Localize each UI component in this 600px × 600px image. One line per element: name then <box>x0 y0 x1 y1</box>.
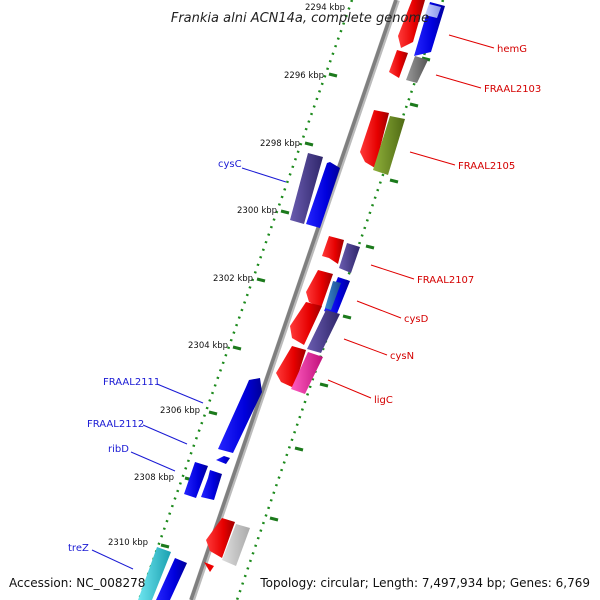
gene-label-FRAAL2105: FRAAL2105 <box>458 161 515 172</box>
gene-label-treZ: treZ <box>68 543 89 554</box>
gene-feature-red-upper <box>360 110 389 168</box>
topology-text: Topology: circular; Length: 7,497,934 bp… <box>259 576 590 590</box>
gene-feature-treZ <box>138 547 171 600</box>
gene-feature-pale <box>425 4 441 18</box>
gene-label-cysD: cysD <box>404 314 429 325</box>
gene-feature-ribD-1 <box>184 462 208 498</box>
tick-label: 2300 kbp <box>237 206 277 216</box>
tick-label: 2296 kbp <box>284 71 324 81</box>
gene-label-ligC: ligC <box>374 395 393 406</box>
leader-lines-left <box>91 167 287 570</box>
gene-label-FRAAL2107: FRAAL2107 <box>417 275 474 286</box>
gene-feature-FRAAL2105 <box>373 116 405 175</box>
tick-label: 2310 kbp <box>108 538 148 548</box>
gene-feature-red-tiny <box>204 562 214 572</box>
leader-lines-right <box>327 34 495 399</box>
gene-label-cysN: cysN <box>390 351 414 362</box>
gene-label-cysC: cysC <box>218 159 242 170</box>
gene-feature-red-lower <box>290 302 322 345</box>
gene-label-hemG: hemG <box>497 44 527 55</box>
tick-label: 2306 kbp <box>160 406 200 416</box>
tick-label: 2304 kbp <box>188 341 228 351</box>
gene-feature-red-bottom <box>206 518 235 558</box>
gene-feature-lightgrey-bottom <box>222 524 250 566</box>
gene-feature-FRAAL2112 <box>216 456 230 464</box>
gene-feature-red-mid <box>306 270 333 308</box>
gene-feature-treZ-partner <box>156 558 187 600</box>
gene-feature-ligC <box>291 352 323 394</box>
gene-label-ribD: ribD <box>108 444 129 455</box>
gene-label-FRAAL2103: FRAAL2103 <box>484 84 541 95</box>
gene-feature-FRAAL2103-red <box>389 50 408 78</box>
tick-label: 2298 kbp <box>260 139 300 149</box>
gene-feature-ribD-2 <box>201 470 222 500</box>
gene-feature-cysN <box>307 310 340 353</box>
gene-label-FRAAL2111: FRAAL2111 <box>103 377 160 388</box>
map-title: Frankia alni ACN14a, complete genome <box>171 11 429 26</box>
gene-label-FRAAL2112: FRAAL2112 <box>87 419 144 430</box>
tick-label: 2302 kbp <box>213 274 253 284</box>
gene-feature-FRAAL2107-red <box>322 236 344 264</box>
gene-feature-cysD-steel <box>325 281 341 310</box>
accession-text: Accession: NC_008278 <box>9 576 145 590</box>
outer-dotted-track <box>235 0 445 600</box>
tick-label: 2294 kbp <box>305 3 345 13</box>
gene-feature-cysC-purple <box>290 153 323 224</box>
tick-label: 2308 kbp <box>134 473 174 483</box>
gene-feature-red-ligC <box>276 346 306 388</box>
gene-feature-hemG <box>398 0 425 48</box>
genome-backbone <box>189 0 398 600</box>
gene-feature-FRAAL2107-purple <box>339 243 360 273</box>
gene-feature-FRAAL2103-grey <box>406 56 428 83</box>
gene-feature-cysC-blue <box>306 162 340 228</box>
outer-tick-marks <box>269 56 431 522</box>
gene-feature-FRAAL2111 <box>218 378 262 453</box>
